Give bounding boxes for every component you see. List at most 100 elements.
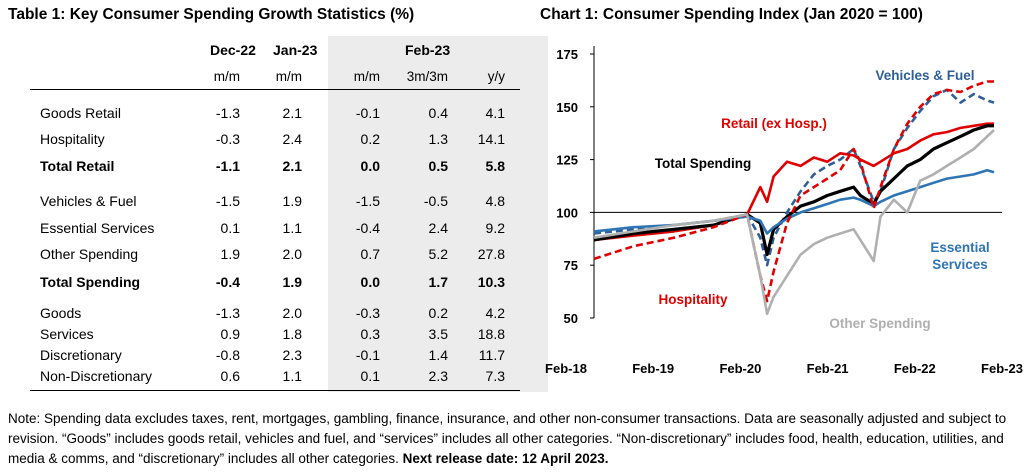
table-cell: 2.0 xyxy=(282,246,302,262)
table-cell: 1.8 xyxy=(282,326,302,342)
table-cell: 3.5 xyxy=(428,326,448,342)
table-cell: 4.1 xyxy=(485,105,505,121)
table-cell: -1.3 xyxy=(215,105,240,121)
table-cell: -0.4 xyxy=(215,274,240,290)
subheader-3: 3m/3m xyxy=(406,69,448,84)
table-cell: -1.5 xyxy=(355,193,380,209)
row-label: Non-Discretionary xyxy=(40,368,153,384)
series-label-2: Total Spending xyxy=(655,156,752,171)
table-cell: 14.1 xyxy=(477,131,505,147)
header-feb-23: Feb-23 xyxy=(405,42,451,58)
x-tick-label: Feb-21 xyxy=(807,361,849,376)
table-cell: 0.6 xyxy=(220,368,240,384)
series-line-1 xyxy=(593,122,994,242)
series-label-5: Other Spending xyxy=(829,316,930,331)
table-cell: 11.7 xyxy=(478,347,505,363)
x-tick-label: Feb-18 xyxy=(545,361,587,376)
series-line-3 xyxy=(593,168,995,235)
series-label-4: Hospitality xyxy=(658,292,728,307)
table-cell: -0.3 xyxy=(215,131,240,147)
table-cell: 1.7 xyxy=(428,274,448,290)
y-tick-label: 100 xyxy=(556,205,578,220)
table-cell: -0.8 xyxy=(215,347,240,363)
table-cell: 2.1 xyxy=(282,105,302,121)
row-label: Goods xyxy=(40,305,82,321)
table-cell: 0.3 xyxy=(360,326,380,342)
table-cell: 0.1 xyxy=(220,220,240,236)
table-cell: 0.7 xyxy=(360,246,380,262)
x-tick-label: Feb-19 xyxy=(632,361,674,376)
table-cell: 0.9 xyxy=(220,326,240,342)
table-cell: 2.3 xyxy=(428,368,448,384)
header-rule xyxy=(30,89,520,90)
table-cell: 1.1 xyxy=(282,368,302,384)
row-label: Total Retail xyxy=(40,158,115,174)
table-cell: 5.8 xyxy=(485,158,505,174)
row-label: Other Spending xyxy=(40,246,139,262)
table-cell: 2.0 xyxy=(282,305,302,321)
table-cell: -0.3 xyxy=(355,305,380,321)
table-cell: 0.0 xyxy=(360,158,380,174)
feb-23-shading xyxy=(328,36,548,392)
x-tick-label: Feb-23 xyxy=(981,361,1023,376)
x-tick-label: Feb-20 xyxy=(719,361,761,376)
table-cell: -1.5 xyxy=(215,193,240,209)
table-cell: 1.4 xyxy=(428,347,448,363)
subheader-2: m/m xyxy=(353,69,380,84)
table-cell: 2.4 xyxy=(282,131,302,147)
footnote: Note: Spending data excludes taxes, rent… xyxy=(8,409,1028,469)
table-cell: 0.1 xyxy=(360,368,380,384)
growth-table: Dec-22 Jan-23 Feb-23 m/m m/m m/m 3m/3m y/y G… xyxy=(30,32,548,392)
table-cell: -1.3 xyxy=(215,305,240,321)
chart-title: Chart 1: Consumer Spending Index (Jan 20… xyxy=(540,6,923,23)
table-cell: 1.9 xyxy=(282,193,302,209)
row-label: Discretionary xyxy=(40,347,122,363)
row-label: Vehicles & Fuel xyxy=(40,193,137,209)
spending-index-chart: 50 75 100 125 150 175 Feb-18 Feb-19 Feb-20 Feb-21… xyxy=(530,32,1034,382)
table-cell: 0.4 xyxy=(428,105,448,121)
header-jan-23: Jan-23 xyxy=(273,42,318,58)
row-label: Essential Services xyxy=(40,220,155,236)
y-tick-label: 150 xyxy=(556,100,578,115)
series-line-5 xyxy=(593,129,995,316)
release-date: Next release date: 12 April 2023. xyxy=(402,451,609,466)
table-cell: 0.0 xyxy=(360,274,380,290)
table-cell: 7.3 xyxy=(485,368,505,384)
y-tick-label: 125 xyxy=(556,153,578,168)
series-label-3: Essential xyxy=(930,240,989,255)
table-cell: 4.8 xyxy=(485,193,505,209)
subheader-4: y/y xyxy=(487,69,505,84)
table-cell: 5.2 xyxy=(428,246,448,262)
table-cell: 1.9 xyxy=(220,246,240,262)
chart-svg: 50 75 100 125 150 175 Feb-18 Feb-19 Feb-20 Feb-21… xyxy=(545,46,1023,376)
table-cell: 18.8 xyxy=(477,326,505,342)
table-cell: -0.4 xyxy=(355,220,380,236)
table-cell: 2.3 xyxy=(282,347,302,363)
table-cell: 2.4 xyxy=(428,220,448,236)
y-tick-label: 50 xyxy=(564,311,578,326)
table-cell: 9.2 xyxy=(485,220,505,236)
row-label: Services xyxy=(40,326,94,342)
table-cell: 27.8 xyxy=(477,246,505,262)
table-cell: -0.1 xyxy=(355,105,380,121)
header-dec-22: Dec-22 xyxy=(210,42,256,58)
table-cell: 10.3 xyxy=(477,274,505,290)
series-line-2 xyxy=(593,124,994,257)
x-tick-label: Feb-22 xyxy=(894,361,936,376)
series-label-3: Services xyxy=(932,257,988,272)
table-cell: 2.1 xyxy=(282,158,302,174)
table-cell: 0.2 xyxy=(428,305,448,321)
y-tick-label: 175 xyxy=(556,47,578,62)
table-cell: 0.5 xyxy=(428,158,448,174)
table-cell: 4.2 xyxy=(485,305,505,321)
table-cell: 0.2 xyxy=(360,131,380,147)
y-tick-label: 75 xyxy=(564,258,578,273)
series-label-0: Vehicles & Fuel xyxy=(875,68,974,83)
footnote-text: Note: Spending data excludes taxes, rent… xyxy=(8,411,1007,466)
bottom-rule xyxy=(30,390,520,391)
row-label: Total Spending xyxy=(40,274,141,290)
subheader-0: m/m xyxy=(213,69,240,84)
table-title: Table 1: Key Consumer Spending Growth St… xyxy=(8,6,415,23)
table-cell: 1.9 xyxy=(282,274,302,290)
table-cell: -0.1 xyxy=(355,347,380,363)
